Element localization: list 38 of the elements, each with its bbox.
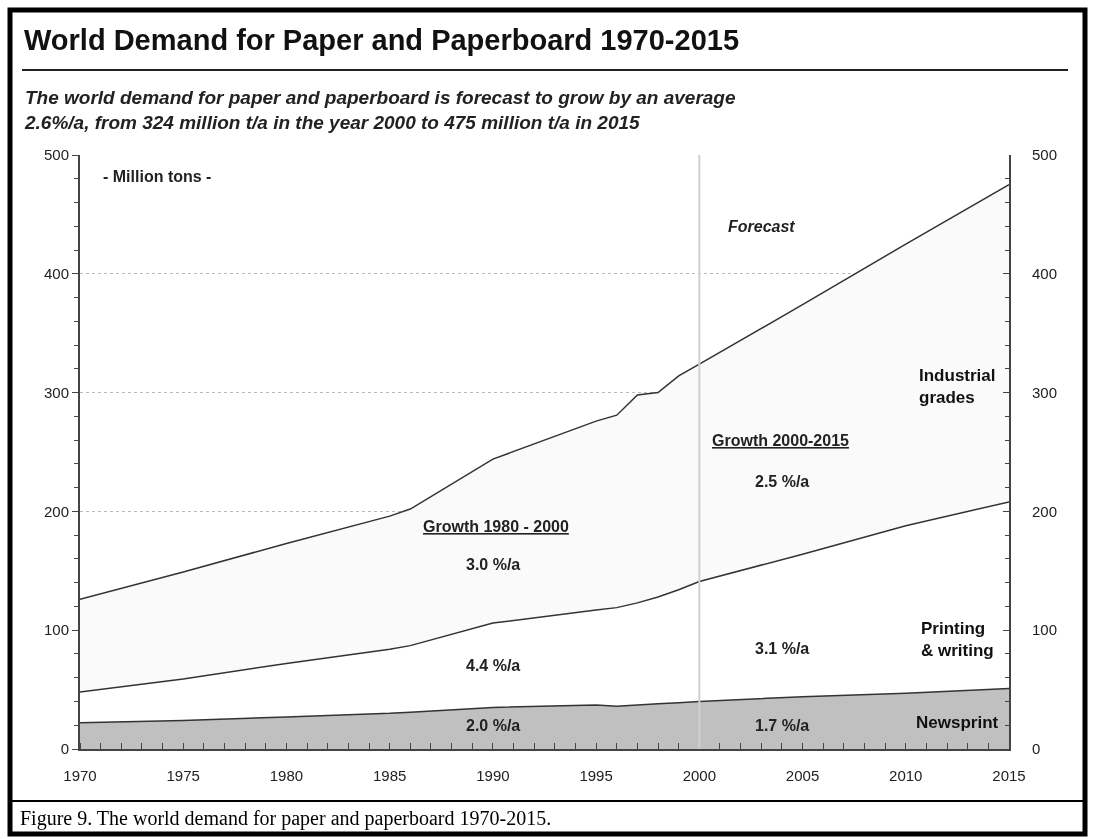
y-tick-label: 200 — [1032, 502, 1058, 520]
annotation: Growth 1980 - 2000 — [423, 518, 569, 535]
annotation: Forecast — [728, 218, 796, 235]
y2-tick-label: 100 — [43, 621, 69, 639]
y2-tick-label: 200 — [43, 502, 69, 520]
x-tick-label: 1970 — [63, 767, 97, 784]
annotation: 4.4 %/a — [466, 657, 521, 674]
y-tick-label: 0 — [1032, 740, 1041, 758]
x-tick-label: 1980 — [269, 767, 304, 784]
annotation: 3.0 %/a — [466, 556, 521, 573]
y-tick-label: 100 — [1032, 621, 1058, 639]
series-label: Printing & writing — [921, 619, 994, 661]
annotation: Growth 2000-2015 — [712, 432, 850, 449]
chart-subtitle: The world demand for paper and paperboard is forecast to grow by an average 2.6%/a, from 324 million t/a in the year 2000 to 475 million t/a in 2015 — [24, 87, 736, 133]
caption: Figure 9. The world demand for paper and paperboard 1970-2015. — [20, 807, 552, 830]
y2-tick-label: 400 — [43, 265, 69, 283]
x-tick-label: 2000 — [682, 767, 717, 784]
y-tick-label: 500 — [1032, 146, 1058, 164]
y-tick-label: 400 — [1032, 265, 1058, 283]
y2-tick-label: 500 — [43, 146, 69, 164]
annotation: 1.7 %/a — [755, 717, 810, 734]
x-tick-label: 1975 — [166, 767, 200, 784]
chart-title: World Demand for Paper and Paperboard 1970-2015 — [24, 24, 740, 56]
series-label: Newsprint — [916, 713, 999, 732]
series-label: Industrial grades — [919, 366, 996, 408]
x-tick-label: 1995 — [579, 767, 613, 784]
annotation: 2.5 %/a — [755, 473, 810, 490]
annotation: 3.1 %/a — [755, 640, 810, 657]
y2-tick-label: 300 — [43, 383, 69, 401]
y2-tick-label: 0 — [60, 740, 69, 758]
annotation: - Million tons - — [103, 168, 212, 185]
x-tick-label: 1985 — [372, 767, 407, 784]
x-tick-label: 1990 — [476, 767, 510, 784]
y-tick-label: 300 — [1032, 383, 1058, 401]
x-tick-label: 2010 — [889, 767, 923, 784]
x-tick-label: 2005 — [785, 767, 820, 784]
annotation: 2.0 %/a — [466, 717, 521, 734]
x-tick-label: 2015 — [992, 767, 1026, 784]
